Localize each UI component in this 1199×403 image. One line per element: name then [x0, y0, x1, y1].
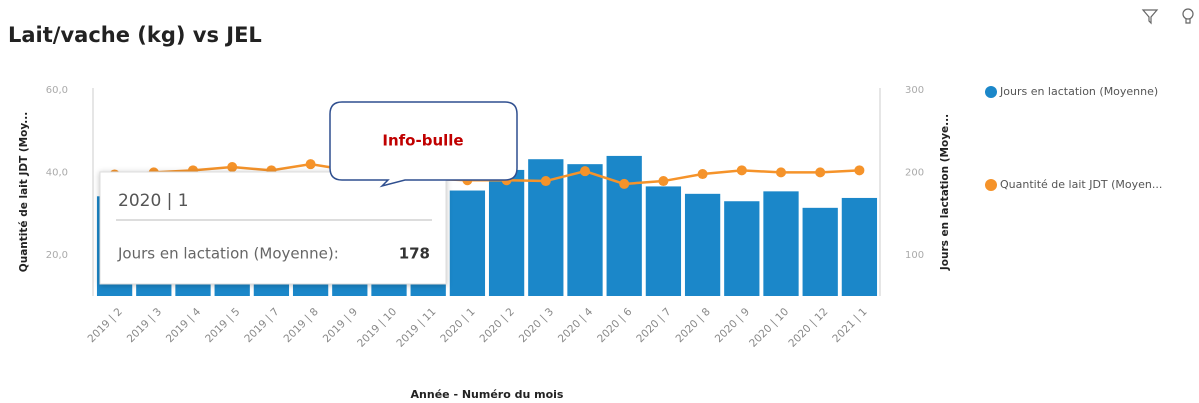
bar [724, 201, 760, 296]
line-point [854, 165, 865, 176]
y2-axis-title: Jours en lactation (Moye... [939, 114, 951, 271]
line-point [815, 167, 826, 178]
tooltip-value: 178 [399, 245, 430, 263]
x-tick-label: 2020 | 7 [634, 306, 673, 345]
x-tick-label: 2019 | 11 [394, 306, 438, 350]
legend-label: Jours en lactation (Moyenne) [999, 85, 1158, 98]
line-point [697, 169, 708, 180]
line-point [658, 176, 669, 187]
x-tick-label: 2020 | 2 [478, 306, 517, 345]
chart-title: Lait/vache (kg) vs JEL [8, 23, 262, 47]
legend-marker [985, 179, 997, 191]
y2-tick-label: 200 [905, 167, 924, 178]
x-tick-label: 2020 | 1 [438, 306, 477, 345]
x-tick-label: 2019 | 10 [355, 306, 399, 350]
legend-label: Quantité de lait JDT (Moyen... [1000, 178, 1162, 191]
tooltip-box [99, 171, 447, 285]
x-tick-label: 2020 | 10 [747, 306, 791, 350]
line-point [619, 178, 630, 189]
x-tick-label: 2019 | 3 [125, 306, 164, 345]
line-point [305, 159, 316, 170]
line-point [776, 167, 786, 178]
tooltip-label: Jours en lactation (Moyenne): [117, 245, 339, 263]
line-point [580, 166, 590, 177]
bar [645, 186, 682, 296]
bar [567, 164, 603, 296]
bar [802, 207, 838, 296]
x-axis-title: Année - Numéro du mois [411, 388, 564, 401]
x-tick-label: 2020 | 3 [517, 306, 556, 345]
x-tick-label: 2019 | 4 [164, 306, 204, 346]
insight-icon[interactable] [1182, 8, 1194, 24]
x-tick-label: 2020 | 4 [556, 306, 596, 346]
x-tick-label: 2021 | 1 [830, 306, 869, 345]
line-point [736, 165, 747, 176]
x-tick-label: 2020 | 8 [674, 306, 713, 345]
bar [449, 190, 486, 296]
bar [606, 155, 642, 296]
x-tick-label: 2019 | 7 [242, 306, 281, 345]
bar [841, 197, 878, 296]
x-tick-label: 2019 | 5 [203, 306, 242, 345]
y-tick-label: 20,0 [46, 250, 68, 261]
x-tick-label: 2020 | 12 [786, 306, 830, 350]
y-axis-title: Quantité de lait JDT (Moy... [18, 112, 30, 272]
y2-tick-label: 300 [905, 85, 924, 96]
line-point [227, 162, 238, 173]
callout-box [329, 101, 518, 188]
x-tick-label: 2019 | 9 [321, 306, 360, 345]
y-tick-label: 40,0 [46, 167, 68, 178]
callout-text: Info-bulle [382, 132, 463, 150]
bar [488, 169, 525, 296]
x-tick-label: 2019 | 2 [86, 306, 125, 345]
filter-icon[interactable] [1141, 9, 1159, 25]
y2-tick-label: 100 [905, 250, 924, 261]
bar [763, 191, 799, 296]
x-tick-label: 2019 | 8 [282, 306, 321, 345]
legend-marker [985, 86, 997, 98]
line-point [540, 176, 551, 187]
tooltip-title: 2020 | 1 [118, 191, 189, 211]
y-tick-label: 60,0 [46, 85, 68, 96]
x-tick-label: 2020 | 6 [595, 306, 635, 346]
bar [684, 193, 721, 296]
tooltip: 2020 | 1 Jours en lactation (Moyenne): 178 [99, 171, 447, 285]
x-tick-label: 2020 | 9 [713, 306, 752, 345]
